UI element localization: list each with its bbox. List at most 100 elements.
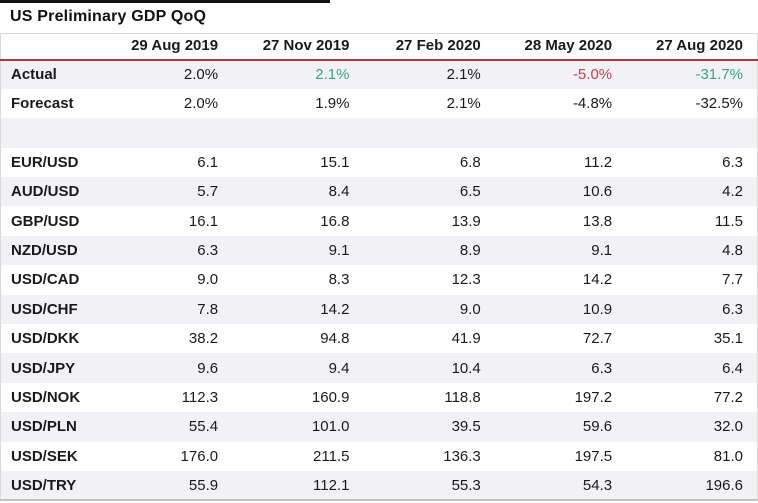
value-cell: 176.0 <box>180 447 219 465</box>
value-cell: 32.0 <box>713 418 743 436</box>
table-row: USD/CHF 7.8 14.2 9.0 10.9 6.3 <box>0 294 758 325</box>
value-cell: 14.2 <box>582 271 613 289</box>
value-cell: -5.0% <box>572 66 613 84</box>
value-cell: 6.3 <box>722 153 743 171</box>
table-row: USD/TRY 55.9 112.1 55.3 54.3 196.6 <box>0 470 758 501</box>
value-cell: 9.4 <box>328 359 350 377</box>
value-cell <box>101 118 232 147</box>
value-cell: 160.9 <box>311 388 350 406</box>
value-cell: 14.2 <box>320 300 350 318</box>
value-cell: 10.6 <box>582 183 613 201</box>
row-label: USD/PLN <box>11 418 77 436</box>
value-cell <box>626 118 757 147</box>
value-cell: 35.1 <box>713 330 743 348</box>
value-cell <box>495 118 626 147</box>
table-row: Actual 2.0% 2.1% 2.1% -5.0% -31.7% <box>0 59 758 89</box>
row-label: USD/CHF <box>11 300 78 318</box>
table-row: USD/NOK 112.3 160.9 118.8 197.2 77.2 <box>1 383 758 412</box>
table-row: NZD/USD 6.3 9.1 8.9 9.1 4.8 <box>0 235 758 266</box>
row-label: Forecast <box>11 95 74 113</box>
row-label: AUD/USD <box>11 183 80 201</box>
value-cell <box>363 118 494 147</box>
value-cell: 112.3 <box>181 388 219 406</box>
value-cell: 9.1 <box>591 242 613 260</box>
date-column-header: 27 Nov 2019 <box>232 33 364 60</box>
value-cell: 16.1 <box>188 212 219 230</box>
value-cell: 6.1 <box>197 153 219 171</box>
value-cell: 7.7 <box>722 271 743 289</box>
value-cell: -4.8% <box>572 95 613 113</box>
value-cell: 59.6 <box>582 418 613 436</box>
table-row: USD/CAD 9.0 8.3 12.3 14.2 7.7 <box>1 265 758 294</box>
value-cell: 4.2 <box>722 183 743 201</box>
spacer-row <box>0 118 758 148</box>
value-cell: 77.2 <box>713 388 743 406</box>
value-cell: 8.4 <box>328 183 350 201</box>
value-cell: 2.1% <box>446 95 481 113</box>
date-column-header: 29 Aug 2019 <box>100 33 233 60</box>
value-cell: 118.8 <box>444 388 481 406</box>
value-cell: 9.6 <box>197 359 219 377</box>
value-cell: 101.0 <box>311 418 350 436</box>
value-cell: 81.0 <box>713 447 743 465</box>
row-label: GBP/USD <box>11 212 80 230</box>
value-cell: 6.4 <box>722 359 743 377</box>
date-column-header: 27 Feb 2020 <box>363 33 495 60</box>
value-cell: 9.0 <box>459 300 481 318</box>
value-cell: 94.8 <box>320 330 350 348</box>
value-cell: 8.3 <box>328 271 350 289</box>
table-row: EUR/USD 6.1 15.1 6.8 11.2 6.3 <box>1 148 758 177</box>
value-cell: -31.7% <box>695 66 743 84</box>
value-cell: 9.0 <box>197 271 219 289</box>
value-cell: 55.4 <box>188 418 219 436</box>
table-row: AUD/USD 5.7 8.4 6.5 10.6 4.2 <box>0 177 758 207</box>
value-cell: 4.8 <box>722 242 743 260</box>
row-label <box>1 118 101 147</box>
value-cell: 6.3 <box>722 300 743 318</box>
row-label: Actual <box>11 66 57 84</box>
gdp-data-table: 29 Aug 2019 27 Nov 2019 27 Feb 2020 28 May … <box>0 33 758 502</box>
value-cell: 41.9 <box>451 330 481 348</box>
value-cell: 9.1 <box>328 242 350 260</box>
value-cell: 5.7 <box>197 183 219 201</box>
value-cell: 55.3 <box>451 476 481 494</box>
value-cell: 11.5 <box>714 212 743 230</box>
value-cell: 6.5 <box>459 183 481 201</box>
table-row: Forecast 2.0% 1.9% 2.1% -4.8% -32.5% <box>1 89 758 118</box>
row-label: USD/NOK <box>11 388 81 406</box>
value-cell: 112.1 <box>313 476 350 494</box>
value-cell: 13.9 <box>451 212 481 230</box>
value-cell: 6.3 <box>591 359 613 377</box>
value-cell: 72.7 <box>582 330 613 348</box>
value-cell: 13.8 <box>582 212 613 230</box>
table-row: GBP/USD 16.1 16.8 13.9 13.8 11.5 <box>1 206 758 235</box>
value-cell: 12.3 <box>451 271 481 289</box>
value-cell: 55.9 <box>188 476 219 494</box>
value-cell: 11.2 <box>584 153 613 171</box>
value-cell: 7.8 <box>197 300 219 318</box>
row-label: USD/TRY <box>11 476 77 494</box>
row-label: EUR/USD <box>11 153 79 171</box>
value-cell: 2.0% <box>183 66 219 84</box>
value-cell: 39.5 <box>451 418 481 436</box>
row-label: USD/SEK <box>11 447 78 465</box>
date-column-header: 28 May 2020 <box>494 33 627 60</box>
page-title: US Preliminary GDP QoQ <box>10 8 207 25</box>
value-cell: 197.5 <box>574 447 613 465</box>
value-cell: 38.2 <box>188 330 219 348</box>
row-label: USD/CAD <box>11 271 80 289</box>
row-label: USD/JPY <box>11 359 76 377</box>
value-cell: 16.8 <box>320 212 350 230</box>
value-cell: 8.9 <box>459 242 481 260</box>
table-row: USD/SEK 176.0 211.5 136.3 197.5 81.0 <box>1 442 758 471</box>
value-cell: 54.3 <box>582 476 613 494</box>
table-row: USD/PLN 55.4 101.0 39.5 59.6 32.0 <box>0 412 758 442</box>
table-row: USD/DKK 38.2 94.8 41.9 72.7 35.1 <box>1 324 758 353</box>
value-cell: 211.5 <box>313 447 350 465</box>
corner-header-cell <box>0 33 101 60</box>
value-cell: 2.1% <box>315 66 350 84</box>
value-cell: -32.5% <box>695 95 743 113</box>
value-cell: 2.0% <box>183 95 219 113</box>
value-cell: 10.4 <box>451 359 481 377</box>
